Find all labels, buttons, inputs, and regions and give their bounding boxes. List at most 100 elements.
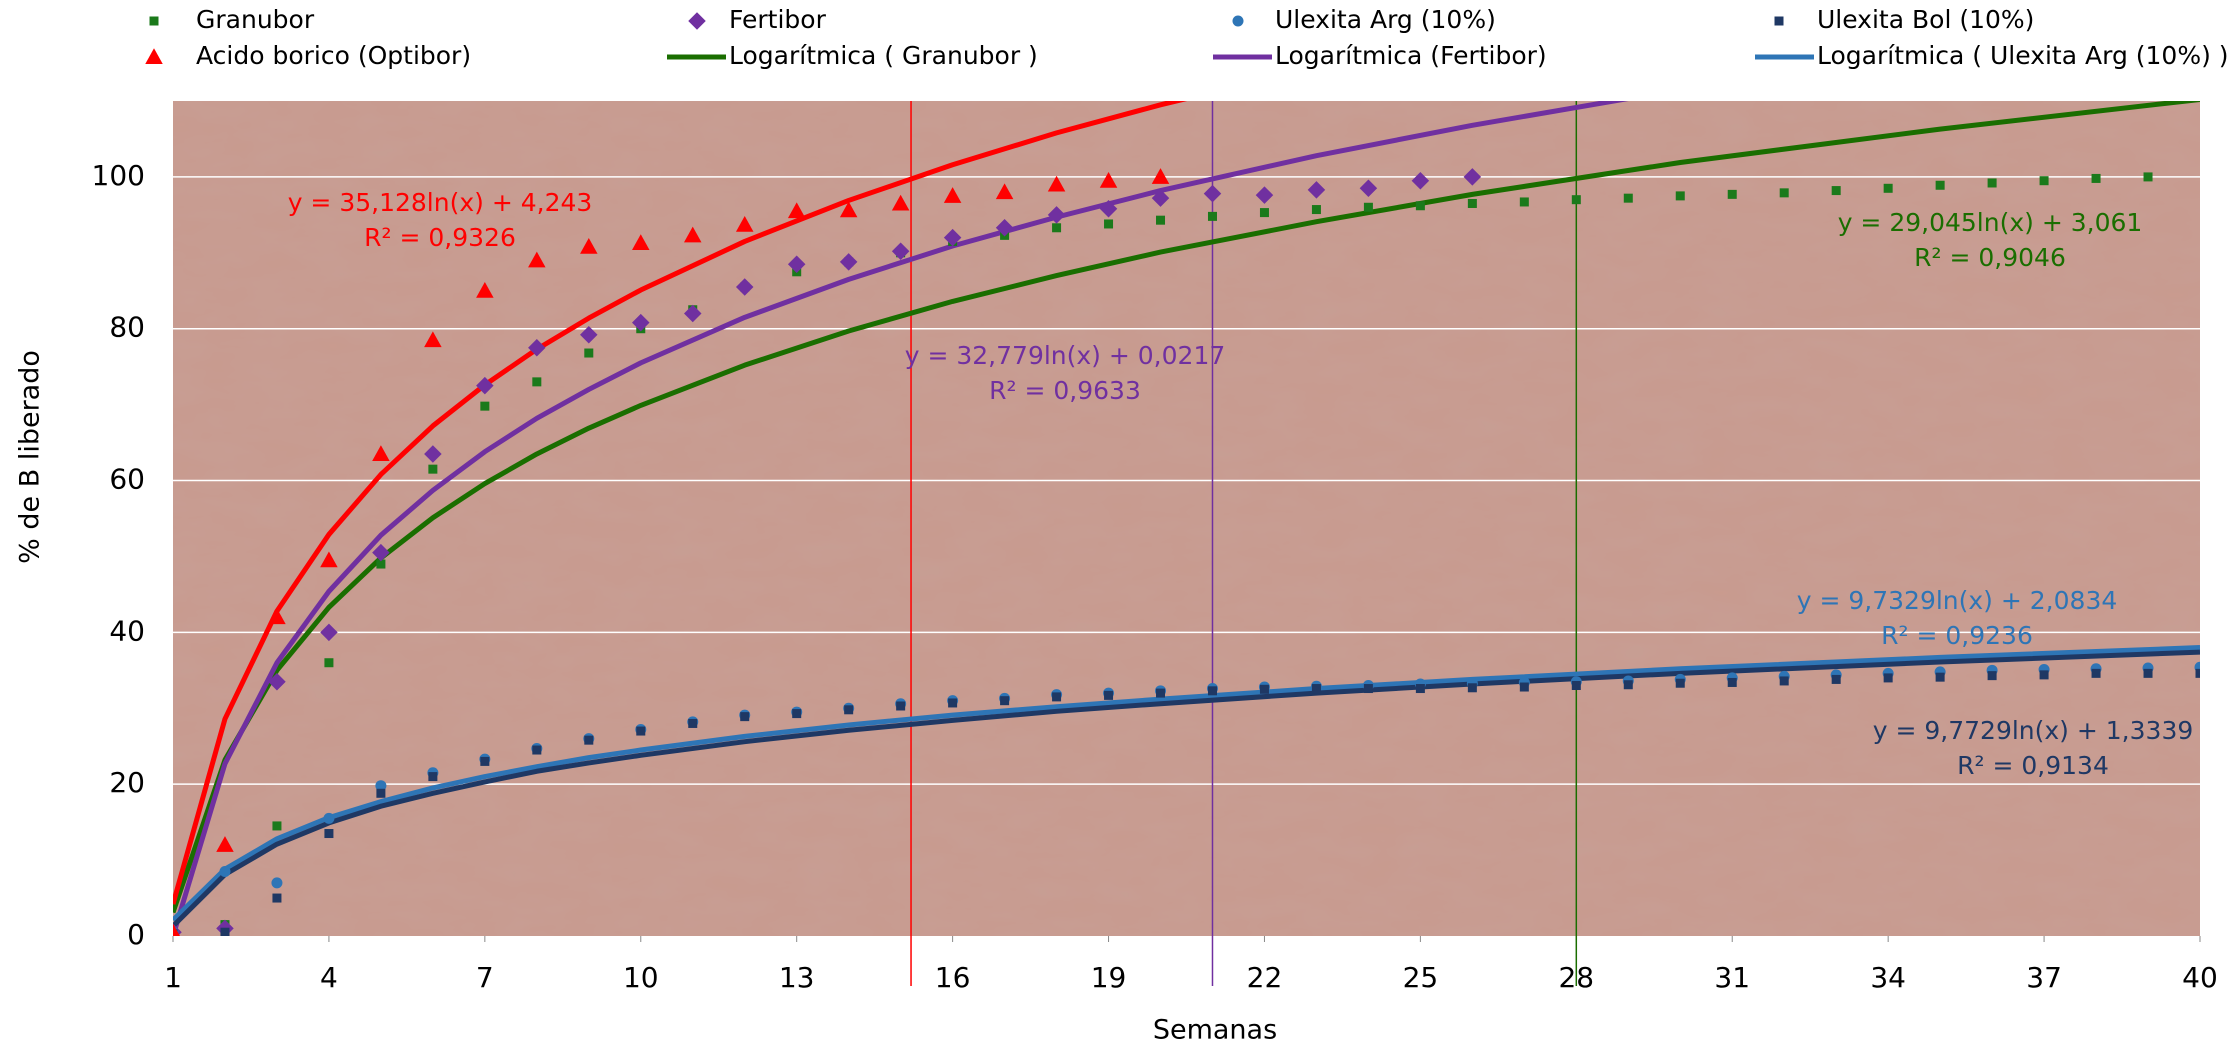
legend-marker [688,12,706,30]
legend-marker [1233,16,1244,27]
marker [532,377,541,386]
marker [272,894,281,903]
annotation: R² = 0,9236 [1881,621,2033,650]
x-tick-label: 16 [935,961,971,994]
marker [271,877,282,888]
annotation: R² = 0,9134 [1957,751,2109,780]
marker [1676,191,1685,200]
marker [1312,684,1321,693]
chart: Semanas % de B liberado 0204060801001471… [0,0,2229,1041]
x-tick-label: 22 [1247,961,1283,994]
marker [1884,184,1893,193]
marker [220,928,229,937]
x-tick-label: 1 [164,961,182,994]
marker [1936,181,1945,190]
marker [1156,216,1165,225]
y-tick-label: 20 [109,766,145,799]
marker [1728,678,1737,687]
annotation: y = 32,779ln(x) + 0,0217 [905,341,1226,370]
marker [1208,212,1217,221]
legend-label: Granubor [196,5,315,34]
marker [2144,669,2153,678]
marker [480,757,489,766]
marker [1624,194,1633,203]
marker [1260,685,1269,694]
legend-marker [1775,17,1784,26]
legend-marker [150,17,159,26]
y-tick-label: 100 [92,159,145,192]
legend-label: Logarítmica ( Granubor ) [729,41,1038,70]
marker [1156,689,1165,698]
marker [1780,188,1789,197]
marker [948,698,957,707]
marker [1000,696,1009,705]
legend-label: Acido borico (Optibor) [196,41,471,70]
marker [792,709,801,718]
marker [1832,186,1841,195]
marker [740,712,749,721]
marker [2040,176,2049,185]
marker [1572,681,1581,690]
marker [1728,190,1737,199]
annotation: R² = 0,9633 [989,376,1141,405]
annotation: R² = 0,9326 [364,223,516,252]
legend-label: Ulexita Bol (10%) [1817,5,2034,34]
marker [532,746,541,755]
y-axis-title: % de B liberado [15,350,46,564]
x-tick-label: 37 [2026,961,2062,994]
marker [1104,219,1113,228]
legend-label: Ulexita Arg (10%) [1275,5,1496,34]
marker [1364,684,1373,693]
marker [1052,692,1061,701]
marker [2196,669,2205,678]
x-axis-title: Semanas [1153,1015,1277,1041]
x-tick-label: 25 [1403,961,1439,994]
marker [2040,670,2049,679]
y-tick-label: 80 [109,311,145,344]
x-tick-label: 34 [1870,961,1906,994]
marker [1520,683,1529,692]
annotation: y = 35,128ln(x) + 4,243 [288,188,593,217]
marker [1936,673,1945,682]
legend-label: Logarítmica (Fertibor) [1275,41,1547,70]
legend-label: Fertibor [729,5,827,34]
marker [844,705,853,714]
marker [1468,683,1477,692]
marker [1260,208,1269,217]
marker [584,349,593,358]
marker [1468,199,1477,208]
marker [1624,680,1633,689]
y-tick-label: 60 [109,463,145,496]
marker [1052,223,1061,232]
legend-marker [145,48,163,64]
marker [428,465,437,474]
marker [324,658,333,667]
marker [376,789,385,798]
marker [480,402,489,411]
annotation: R² = 0,9046 [1914,243,2066,272]
y-tick-label: 0 [127,918,145,951]
marker [323,813,334,824]
marker [1520,197,1529,206]
y-tick-label: 40 [109,614,145,647]
marker [2092,669,2101,678]
marker [1312,205,1321,214]
annotation: y = 29,045ln(x) + 3,061 [1838,208,2143,237]
marker [1676,679,1685,688]
x-tick-label: 40 [2182,961,2218,994]
x-tick-label: 31 [1714,961,1750,994]
marker [1832,675,1841,684]
marker [2092,174,2101,183]
marker [428,772,437,781]
marker [1780,676,1789,685]
marker [1364,203,1373,212]
annotation: y = 9,7329ln(x) + 2,0834 [1797,586,2118,615]
legend-label: Logarítmica ( Ulexita Arg (10%) ) [1817,41,2229,70]
marker [1988,671,1997,680]
marker [1988,178,1997,187]
marker [1416,201,1425,210]
marker [1208,686,1217,695]
marker [584,736,593,745]
marker [896,701,905,710]
marker [272,821,281,830]
